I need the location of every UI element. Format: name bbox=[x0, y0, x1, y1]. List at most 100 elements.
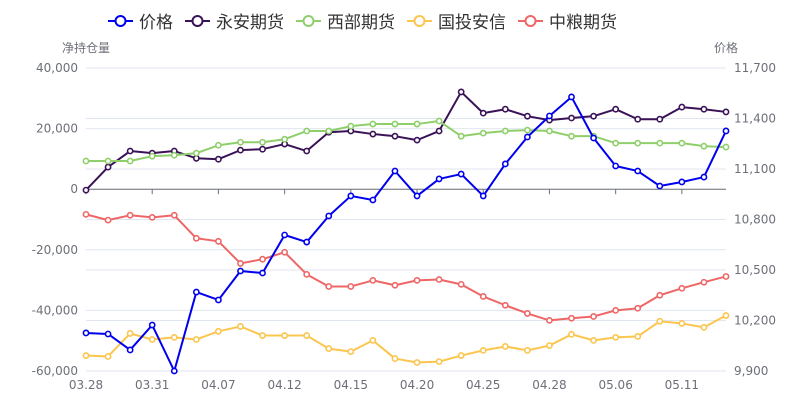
data-point[interactable] bbox=[656, 291, 664, 299]
data-point[interactable] bbox=[435, 276, 443, 283]
data-point[interactable] bbox=[678, 320, 686, 327]
data-point[interactable] bbox=[612, 139, 620, 147]
data-point[interactable] bbox=[170, 151, 178, 159]
data-point[interactable] bbox=[722, 273, 730, 280]
data-point[interactable] bbox=[170, 333, 178, 341]
data-point[interactable] bbox=[82, 329, 90, 337]
data-point[interactable] bbox=[546, 112, 553, 120]
data-point[interactable] bbox=[347, 283, 355, 290]
data-point[interactable] bbox=[126, 346, 134, 354]
data-point[interactable] bbox=[82, 186, 90, 194]
data-point[interactable] bbox=[479, 293, 487, 300]
data-point[interactable] bbox=[722, 143, 730, 151]
data-point[interactable] bbox=[391, 167, 399, 175]
data-point[interactable] bbox=[700, 323, 708, 331]
data-point[interactable] bbox=[523, 310, 531, 317]
data-point[interactable] bbox=[148, 336, 156, 343]
data-point[interactable] bbox=[501, 343, 509, 350]
data-point[interactable] bbox=[325, 345, 333, 352]
data-point[interactable] bbox=[700, 278, 708, 286]
data-point[interactable] bbox=[259, 145, 266, 153]
data-point[interactable] bbox=[413, 120, 421, 128]
data-point[interactable] bbox=[435, 358, 443, 366]
data-point[interactable] bbox=[126, 147, 134, 155]
data-point[interactable] bbox=[678, 139, 686, 147]
data-point[interactable] bbox=[369, 196, 377, 204]
data-point[interactable] bbox=[170, 211, 178, 219]
data-point[interactable] bbox=[700, 173, 708, 181]
data-point[interactable] bbox=[237, 138, 244, 146]
data-point[interactable] bbox=[237, 146, 244, 154]
data-point[interactable] bbox=[634, 333, 642, 340]
data-point[interactable] bbox=[215, 296, 222, 304]
legend-item-xibu[interactable]: 西部期货 bbox=[296, 8, 395, 33]
data-point[interactable] bbox=[391, 281, 399, 289]
data-point[interactable] bbox=[104, 330, 112, 338]
data-point[interactable] bbox=[391, 355, 399, 362]
data-point[interactable] bbox=[303, 127, 311, 135]
data-point[interactable] bbox=[148, 152, 156, 160]
data-point[interactable] bbox=[568, 114, 575, 122]
data-point[interactable] bbox=[281, 135, 289, 143]
data-point[interactable] bbox=[303, 147, 311, 155]
data-point[interactable] bbox=[148, 213, 156, 221]
data-point[interactable] bbox=[457, 352, 465, 359]
legend-item-zhongliang[interactable]: 中粮期货 bbox=[518, 8, 617, 33]
data-point[interactable] bbox=[148, 321, 156, 329]
data-point[interactable] bbox=[259, 138, 266, 146]
data-point[interactable] bbox=[237, 323, 244, 330]
data-point[interactable] bbox=[568, 330, 575, 338]
data-point[interactable] bbox=[523, 112, 531, 120]
data-point[interactable] bbox=[104, 353, 112, 360]
data-point[interactable] bbox=[215, 155, 222, 163]
data-point[interactable] bbox=[501, 301, 509, 309]
data-point[interactable] bbox=[82, 352, 90, 359]
data-point[interactable] bbox=[303, 270, 311, 278]
data-point[interactable] bbox=[590, 112, 597, 120]
data-point[interactable] bbox=[678, 284, 686, 292]
data-point[interactable] bbox=[192, 288, 200, 296]
data-point[interactable] bbox=[215, 141, 222, 149]
data-point[interactable] bbox=[104, 163, 112, 171]
data-point[interactable] bbox=[82, 210, 90, 218]
data-point[interactable] bbox=[259, 269, 266, 277]
data-point[interactable] bbox=[170, 367, 178, 375]
data-point[interactable] bbox=[126, 330, 134, 337]
data-point[interactable] bbox=[104, 157, 112, 165]
data-point[interactable] bbox=[435, 175, 443, 183]
data-point[interactable] bbox=[259, 332, 266, 339]
data-point[interactable] bbox=[126, 211, 134, 219]
data-point[interactable] bbox=[700, 105, 708, 113]
data-point[interactable] bbox=[479, 346, 487, 354]
data-point[interactable] bbox=[347, 192, 355, 200]
data-point[interactable] bbox=[590, 134, 597, 142]
data-point[interactable] bbox=[568, 132, 575, 140]
data-point[interactable] bbox=[413, 136, 421, 144]
data-point[interactable] bbox=[722, 312, 730, 319]
data-point[interactable] bbox=[104, 216, 112, 224]
data-point[interactable] bbox=[722, 127, 730, 135]
data-point[interactable] bbox=[347, 348, 355, 356]
data-point[interactable] bbox=[634, 115, 642, 123]
data-point[interactable] bbox=[457, 132, 465, 140]
data-point[interactable] bbox=[82, 157, 90, 165]
data-point[interactable] bbox=[325, 212, 333, 220]
data-point[interactable] bbox=[612, 162, 620, 170]
data-point[interactable] bbox=[612, 333, 620, 341]
data-point[interactable] bbox=[546, 342, 553, 349]
data-point[interactable] bbox=[192, 234, 200, 242]
data-point[interactable] bbox=[413, 277, 421, 284]
data-point[interactable] bbox=[303, 238, 311, 246]
data-point[interactable] bbox=[501, 127, 509, 135]
data-point[interactable] bbox=[303, 332, 311, 339]
data-point[interactable] bbox=[192, 149, 200, 157]
data-point[interactable] bbox=[612, 306, 620, 314]
data-point[interactable] bbox=[546, 316, 553, 324]
data-point[interactable] bbox=[126, 157, 134, 165]
data-point[interactable] bbox=[479, 192, 487, 200]
data-point[interactable] bbox=[656, 139, 664, 147]
data-point[interactable] bbox=[568, 314, 575, 322]
data-point[interactable] bbox=[523, 126, 531, 134]
data-point[interactable] bbox=[457, 88, 465, 96]
data-point[interactable] bbox=[281, 231, 289, 239]
